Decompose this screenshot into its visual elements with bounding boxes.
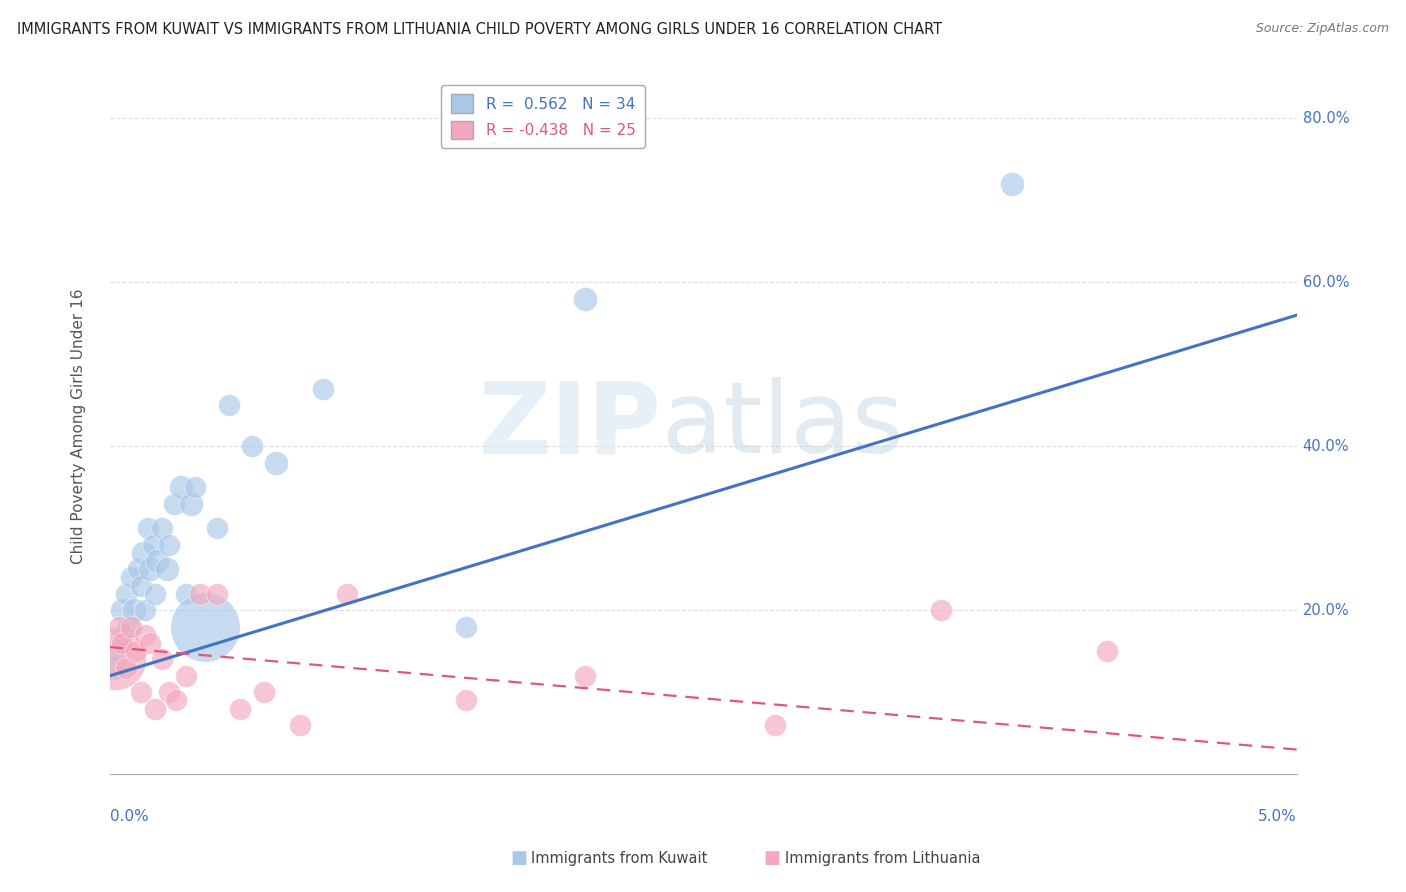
Text: ZIP: ZIP [479,377,662,475]
Point [132,546,155,560]
Point [170,480,193,494]
Point [120,619,142,633]
Point [139,636,162,650]
Point [146,554,169,568]
Point [118,619,141,633]
Text: atlas: atlas [662,377,904,475]
Point [129,685,152,699]
Point [1001,177,1024,191]
Point [111,636,134,650]
Point [104,652,127,666]
Point [115,660,138,674]
Point [136,521,159,535]
Point [139,562,162,576]
Text: 60.0%: 60.0% [1303,275,1350,290]
Text: Immigrants from Kuwait: Immigrants from Kuwait [531,851,707,865]
Point [574,669,596,683]
Point [122,603,145,617]
Point [157,538,180,552]
Point [143,701,166,715]
Point [174,669,197,683]
Point [312,382,335,396]
Point [163,497,186,511]
Point [142,538,165,552]
Point [184,480,207,494]
Point [127,562,149,576]
Legend: R =  0.562   N = 34, R = -0.438   N = 25: R = 0.562 N = 34, R = -0.438 N = 25 [441,85,645,148]
Point [574,292,596,306]
Point [229,701,252,715]
Point [105,644,128,658]
Point [1095,644,1118,658]
Point [188,587,211,601]
Text: 0.0%: 0.0% [110,809,149,824]
Text: IMMIGRANTS FROM KUWAIT VS IMMIGRANTS FROM LITHUANIA CHILD POVERTY AMONG GIRLS UN: IMMIGRANTS FROM KUWAIT VS IMMIGRANTS FRO… [17,22,942,37]
Point [205,521,228,535]
Text: ■: ■ [510,849,527,867]
Text: ■: ■ [763,849,780,867]
Point [929,603,952,617]
Point [253,685,276,699]
Point [763,718,786,732]
Point [165,693,187,707]
Point [108,619,131,633]
Point [156,562,179,576]
Point [240,439,263,453]
Point [454,619,477,633]
Point [134,603,156,617]
Text: 20.0%: 20.0% [1303,603,1350,617]
Point [288,718,311,732]
Text: 80.0%: 80.0% [1303,111,1350,126]
Point [111,603,134,617]
Point [115,587,138,601]
Point [120,570,142,584]
Text: Immigrants from Lithuania: Immigrants from Lithuania [785,851,980,865]
Text: 5.0%: 5.0% [1258,809,1296,824]
Point [143,587,166,601]
Point [111,628,134,642]
Point [194,619,217,633]
Point [104,660,127,674]
Point [129,579,152,593]
Text: Source: ZipAtlas.com: Source: ZipAtlas.com [1256,22,1389,36]
Text: 40.0%: 40.0% [1303,439,1350,454]
Point [150,652,173,666]
Point [157,685,180,699]
Point [454,693,477,707]
Point [264,456,287,470]
Y-axis label: Child Poverty Among Girls Under 16: Child Poverty Among Girls Under 16 [72,288,86,564]
Point [205,587,228,601]
Point [150,521,173,535]
Point [125,644,148,658]
Point [134,628,156,642]
Point [218,398,240,412]
Point [336,587,359,601]
Point [180,497,202,511]
Point [174,587,197,601]
